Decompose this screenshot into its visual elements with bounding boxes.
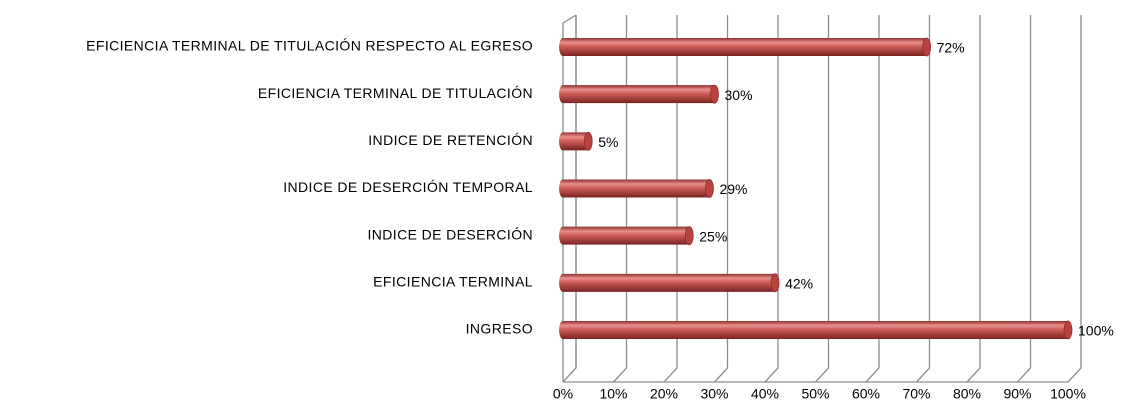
x-tick-label: 70% (902, 386, 930, 400)
bar (559, 131, 593, 151)
bar-part (922, 37, 931, 57)
bar (559, 179, 714, 198)
bar-part (559, 38, 931, 56)
grid-line (663, 15, 678, 383)
bar-part (710, 84, 719, 104)
x-tick-label: 0% (553, 386, 573, 400)
grid-line (916, 15, 931, 383)
y-tick-label: EFICIENCIA TERMINAL DE TITULACIÓN RESPEC… (86, 38, 533, 54)
data-label: 30% (725, 87, 753, 103)
bar (559, 320, 1073, 340)
x-tick-label: 60% (852, 386, 880, 400)
bar (559, 37, 931, 57)
x-tick-label: 80% (953, 386, 981, 400)
data-label: 25% (699, 228, 727, 244)
data-label: 5% (598, 134, 618, 150)
bar-part (559, 132, 593, 151)
y-tick-label: INDICE DE DESERCIÓN TEMPORAL (283, 179, 533, 195)
x-tick-label: 30% (700, 386, 728, 400)
grid-line (865, 15, 880, 383)
bar-part (1063, 320, 1073, 340)
bar (559, 226, 694, 246)
y-tick-label: EFICIENCIA TERMINAL (373, 274, 533, 290)
grid-line (1017, 15, 1032, 383)
grid-line (714, 15, 729, 383)
bar-part (559, 179, 714, 198)
bar-part (559, 321, 1072, 339)
y-tick-label: INDICE DE RETENCIÓN (368, 132, 533, 148)
bar-part (559, 226, 694, 245)
bar (559, 273, 780, 293)
axis-line (562, 14, 577, 24)
grid-line (764, 15, 779, 383)
x-tick-label: 10% (599, 386, 627, 400)
bar-part (559, 273, 780, 292)
bar (559, 84, 719, 104)
y-tick-label: INGRESO (466, 321, 533, 337)
grid-line (815, 15, 830, 383)
data-label: 72% (937, 40, 965, 56)
grid-line (613, 15, 628, 383)
bar-part (770, 273, 780, 293)
y-tick-label: EFICIENCIA TERMINAL DE TITULACIÓN (258, 85, 533, 101)
bar-part (583, 131, 593, 151)
data-label: 100% (1078, 323, 1114, 339)
x-tick-label: 40% (751, 386, 779, 400)
y-tick-label: INDICE DE DESERCIÓN (367, 226, 533, 242)
x-tick-label: 90% (1003, 386, 1031, 400)
bar-part (705, 179, 714, 198)
data-label: 29% (719, 181, 747, 197)
x-tick-label: 20% (650, 386, 678, 400)
x-tick-label: 100% (1050, 386, 1086, 400)
grid-line (966, 15, 981, 383)
grid-line (1067, 15, 1082, 383)
x-tick-label: 50% (801, 386, 829, 400)
bar-part (559, 85, 719, 104)
bar-part (684, 226, 694, 246)
data-label: 42% (785, 276, 813, 292)
